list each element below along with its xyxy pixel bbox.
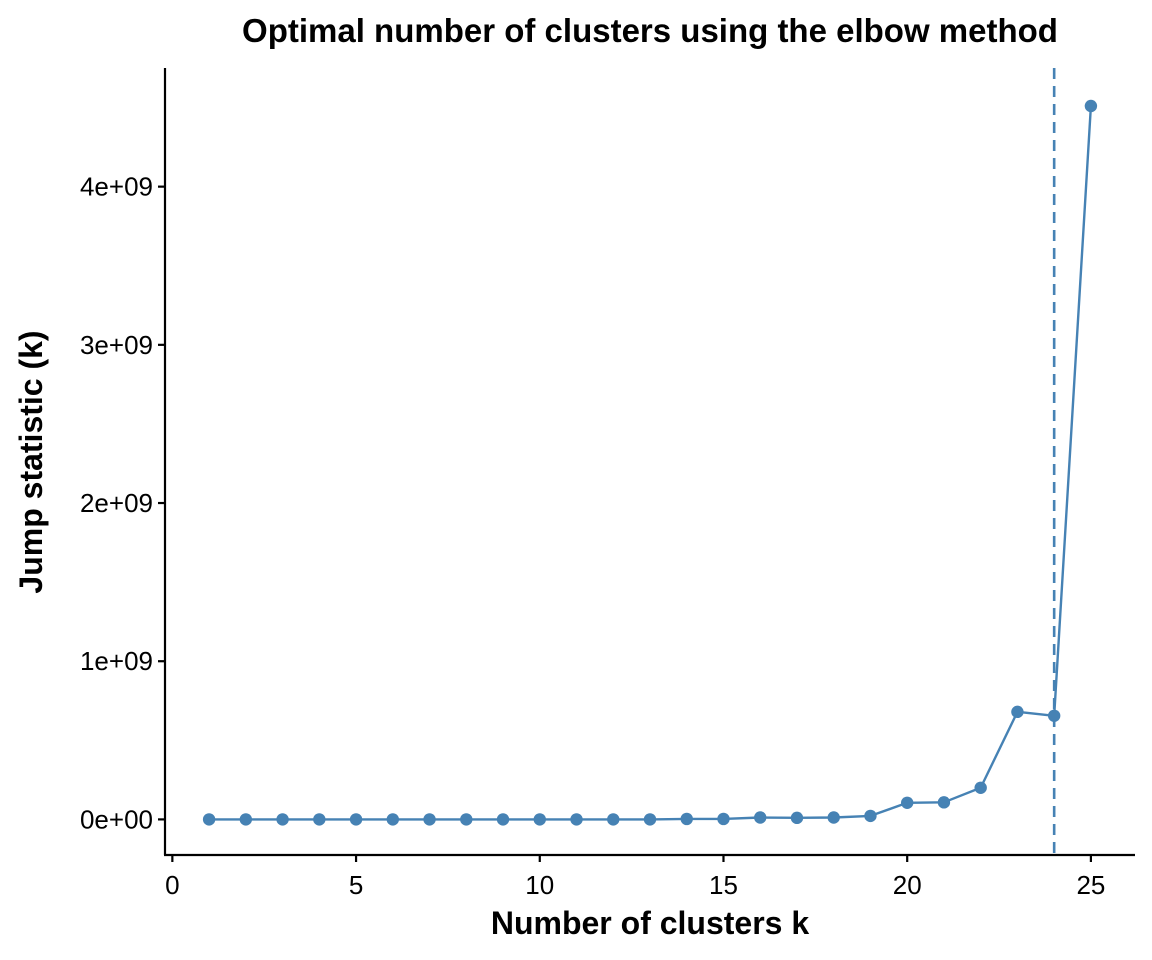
data-point (717, 812, 730, 826)
data-point (460, 813, 473, 826)
data-point (1084, 99, 1098, 113)
x-tick-label: 5 (349, 870, 363, 900)
y-axis-title: Jump statistic (k) (13, 330, 49, 593)
data-point (790, 811, 804, 825)
y-tick-label: 3e+09 (80, 330, 153, 360)
y-tick-label: 4e+09 (80, 172, 153, 202)
y-tick-label: 0e+00 (80, 804, 153, 834)
x-tick-label: 25 (1076, 870, 1105, 900)
data-point (423, 813, 436, 826)
data-point (1047, 709, 1061, 722)
plot-area (202, 68, 1098, 855)
data-point (1011, 705, 1024, 719)
data-point (570, 813, 583, 826)
data-point (864, 809, 877, 823)
data-point (680, 812, 693, 826)
data-point (533, 813, 546, 826)
x-tick-label: 20 (893, 870, 922, 900)
data-point (349, 813, 363, 826)
data-point (276, 813, 289, 826)
y-tick-label: 2e+09 (80, 488, 153, 518)
x-axis-ticks: 0 5 10 15 20 25 (165, 855, 1105, 900)
data-point (607, 813, 620, 826)
data-point (386, 813, 400, 826)
data-point (900, 796, 914, 809)
data-point (827, 811, 840, 824)
data-point (496, 813, 510, 826)
data-point (754, 811, 767, 824)
y-tick-label: 1e+09 (80, 646, 153, 676)
data-point (239, 813, 253, 826)
data-point (937, 796, 951, 809)
x-tick-label: 0 (165, 870, 179, 900)
data-point (643, 813, 657, 826)
data-point (313, 813, 326, 826)
x-axis-title: Number of clusters k (491, 905, 810, 941)
data-point (202, 813, 216, 826)
y-axis-ticks: 0e+00 1e+09 2e+09 3e+09 4e+09 (80, 172, 165, 834)
x-tick-label: 10 (525, 870, 554, 900)
data-point (974, 781, 987, 794)
chart-title: Optimal number of clusters using the elb… (242, 12, 1058, 49)
x-tick-label: 15 (709, 870, 738, 900)
series-line (209, 105, 1093, 821)
